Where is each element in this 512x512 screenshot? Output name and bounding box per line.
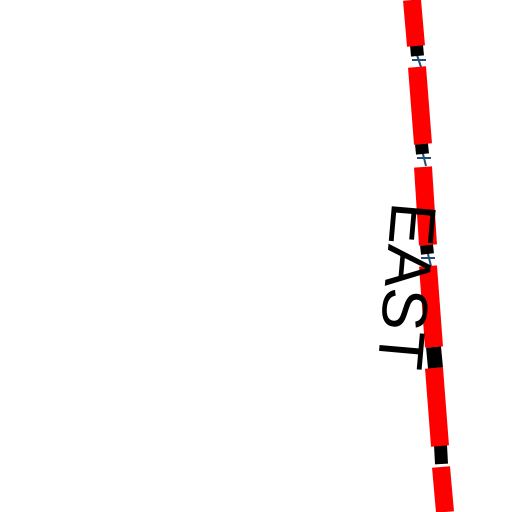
segment-joint <box>420 244 434 255</box>
road-segment <box>419 265 443 348</box>
segment-joint <box>410 44 424 57</box>
street-line[interactable] <box>403 0 454 512</box>
road-segments <box>403 0 454 512</box>
road-segment <box>414 166 437 246</box>
road-segment <box>432 466 454 512</box>
road-segment <box>425 367 449 447</box>
segment-joint <box>415 143 429 155</box>
segment-joint <box>434 444 448 465</box>
road-segment <box>408 66 432 145</box>
segment-joints <box>410 44 448 465</box>
street-label: EAST <box>364 200 450 373</box>
road-segment <box>403 0 425 47</box>
segment-joint <box>426 346 443 369</box>
